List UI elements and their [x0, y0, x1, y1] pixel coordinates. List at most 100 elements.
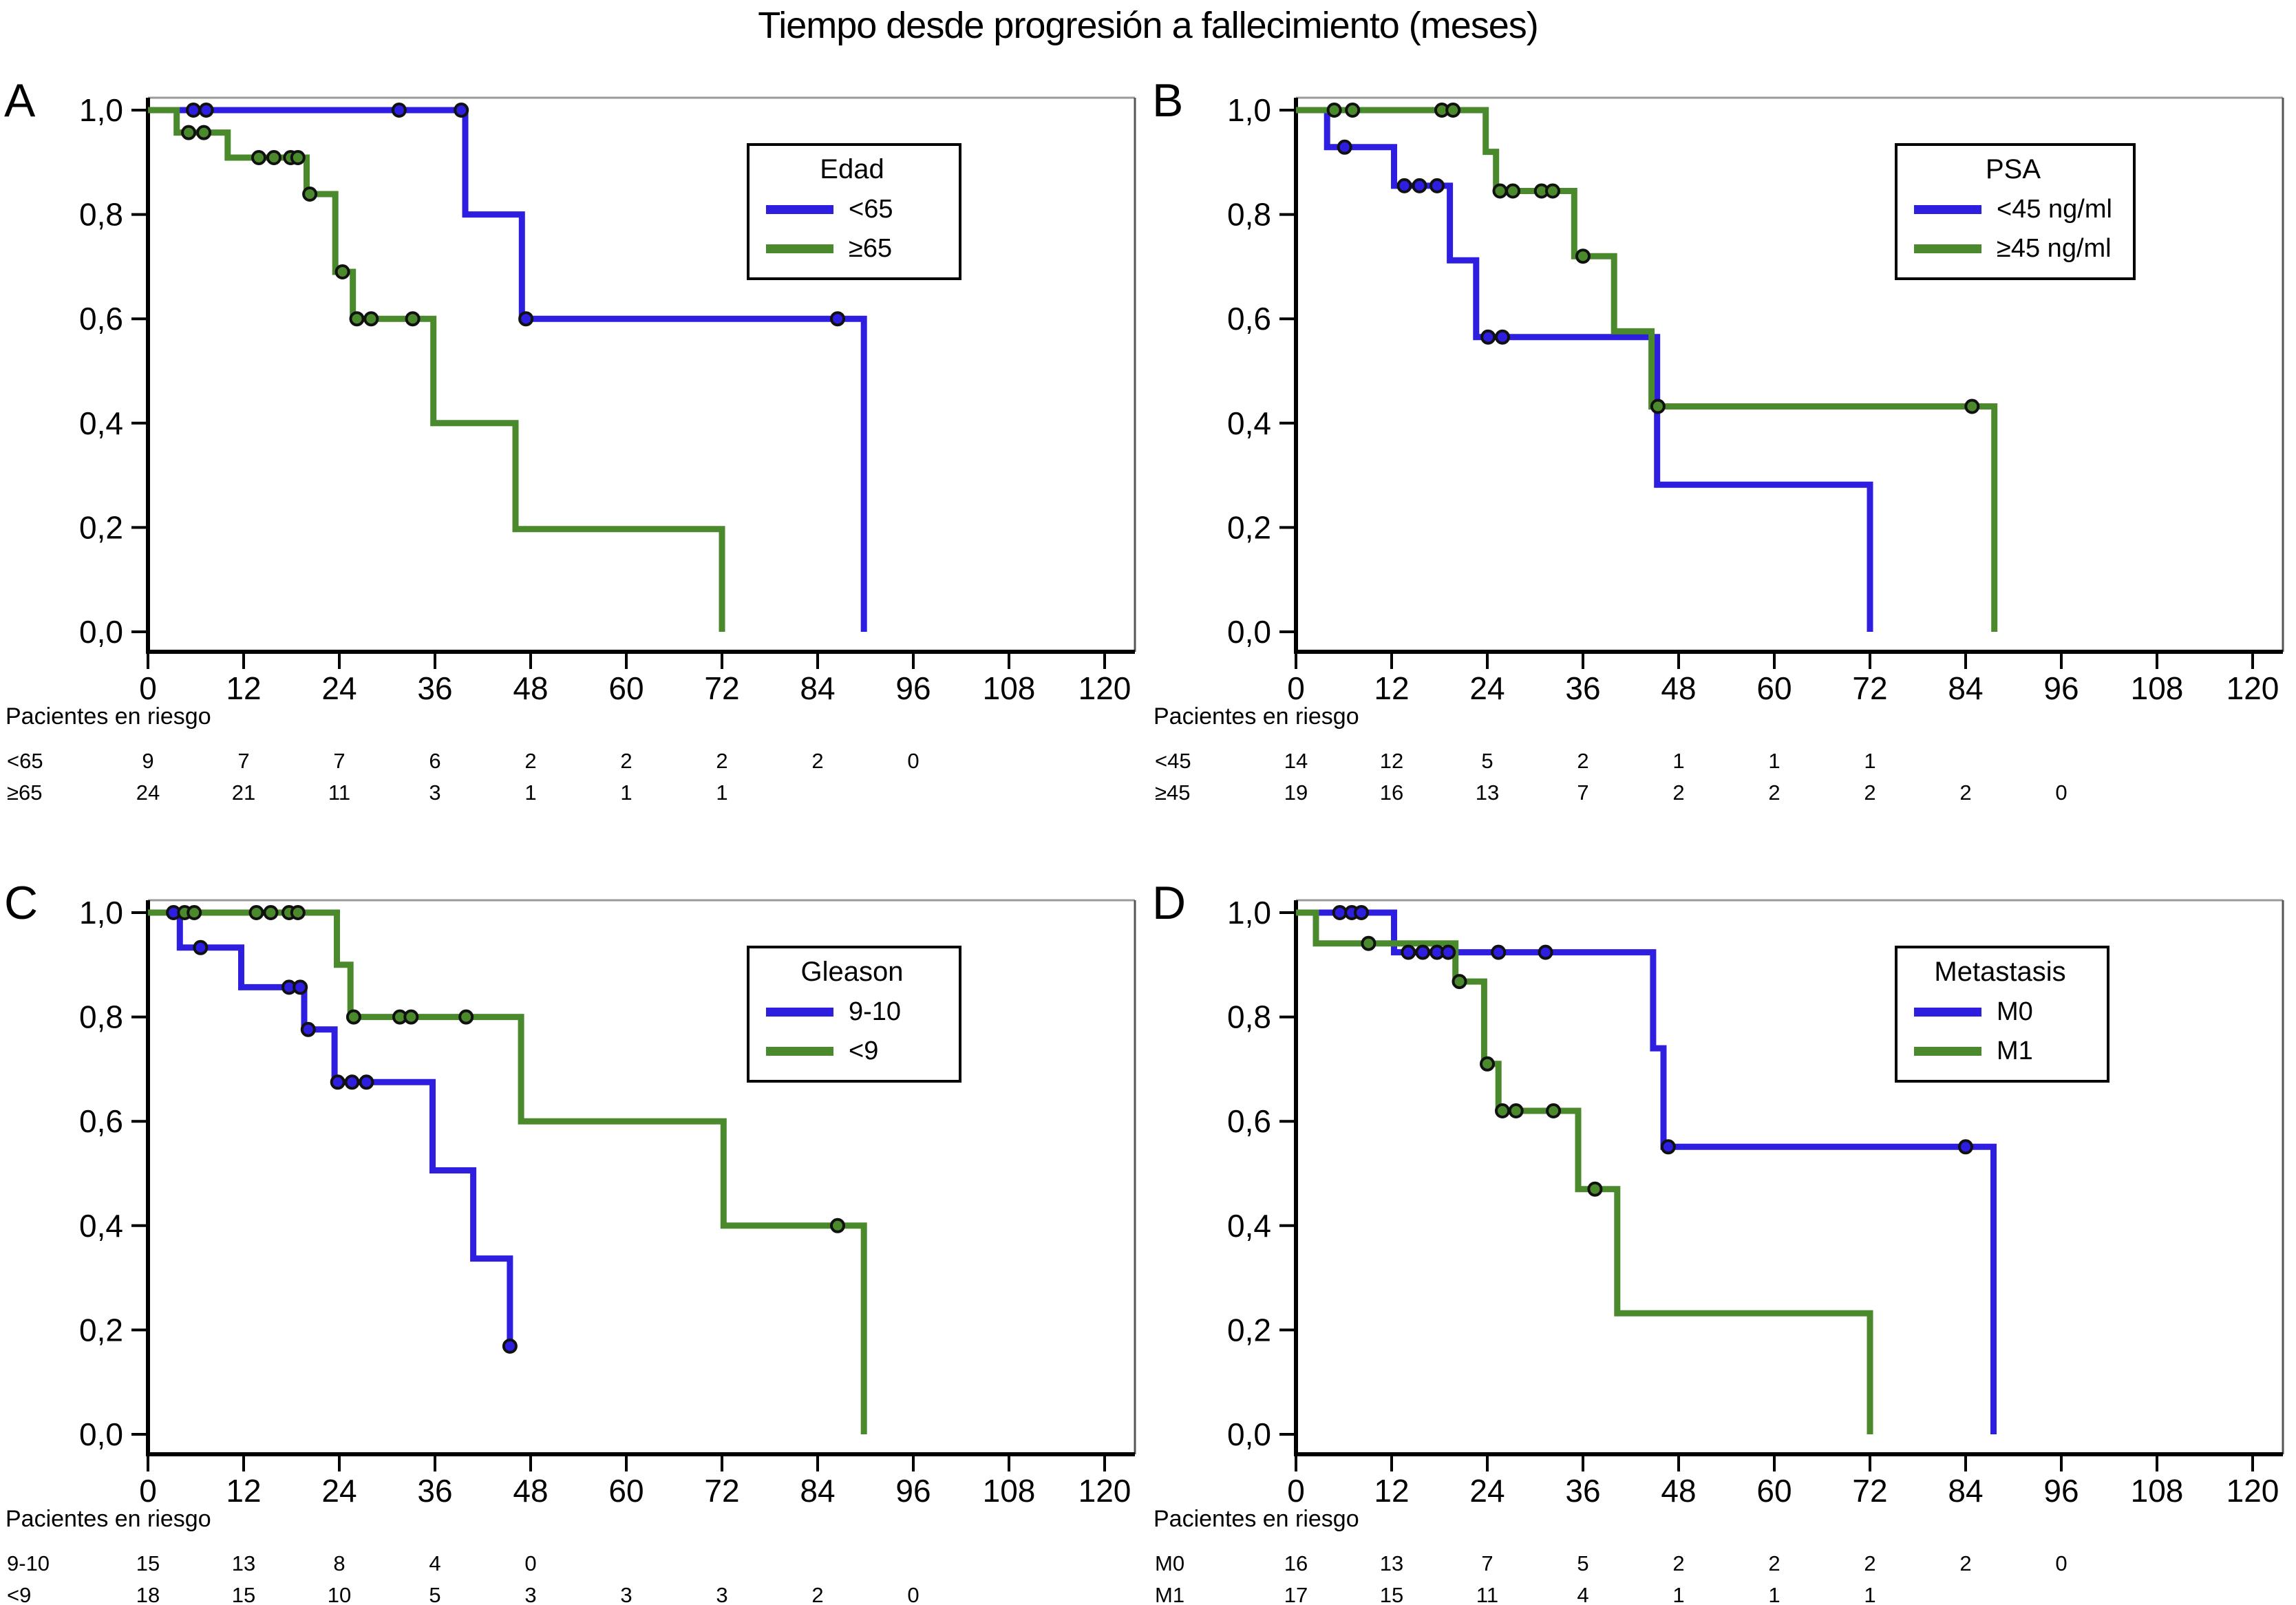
censor-mark — [196, 125, 212, 140]
y-tick-label: 0,0 — [1227, 1416, 1271, 1452]
censor-mark — [830, 1218, 845, 1233]
risk-count: 5 — [1481, 749, 1493, 773]
censor-mark — [1545, 183, 1560, 199]
panel-b: 1,0 0,8 0,6 0,4 0,2 0,0 0 12 24 36 48 60 72 84 96 108 12… — [1148, 0, 2296, 802]
risk-count: 17 — [1284, 1583, 1308, 1605]
km-plot-b: 1,00,80,60,40,20,00 12 24 36 48 60 72 84 96 108 12… — [1154, 92, 2284, 802]
risk-count: 2 — [716, 749, 727, 773]
censor-mark — [263, 905, 279, 920]
legend-label: ≥45 ng/ml — [1997, 234, 2112, 263]
risk-count: 5 — [1577, 1551, 1588, 1575]
y-tick-label: 0,6 — [1227, 301, 1271, 337]
km-curve-blue — [1296, 107, 1873, 632]
risk-count: 3 — [620, 1583, 632, 1605]
risk-row-label: ≥45 — [1155, 780, 1191, 802]
censor-mark — [346, 1009, 361, 1025]
x-tick-label: 120 — [2226, 670, 2279, 706]
x-tick-label: 72 — [704, 670, 739, 706]
x-tick-label: 12 — [1374, 670, 1409, 706]
censor-mark — [290, 905, 306, 920]
censor-mark — [248, 905, 264, 920]
risk-count: 7 — [1481, 1551, 1493, 1575]
x-tick-label: 36 — [1565, 1473, 1600, 1509]
legend-row: <9 — [766, 1037, 938, 1066]
legend-row: M0 — [1914, 997, 2086, 1027]
risk-row-label: M1 — [1155, 1583, 1184, 1605]
risk-count: 3 — [524, 1583, 536, 1605]
risk-row-label: 9-10 — [7, 1551, 50, 1575]
x-tick-label: 12 — [226, 670, 261, 706]
censor-mark — [300, 1021, 316, 1037]
risk-row-label: M0 — [1155, 1551, 1184, 1575]
censor-mark — [502, 1338, 518, 1354]
censor-mark — [1492, 183, 1508, 199]
censor-mark — [349, 311, 365, 327]
censor-mark — [251, 150, 266, 165]
y-tick-label: 1,0 — [1227, 92, 1271, 128]
legend-row: ≥45 ng/ml — [1914, 234, 2112, 264]
risk-count: 0 — [907, 749, 919, 773]
legend-label: ≥65 — [849, 234, 893, 263]
risk-count: 4 — [429, 1551, 440, 1575]
risk-count: 5 — [429, 1583, 440, 1605]
censor-mark — [1495, 1103, 1510, 1118]
censor-mark — [1337, 139, 1352, 155]
x-tick-label: 48 — [513, 670, 548, 706]
censor-mark — [1441, 944, 1456, 960]
x-tick-label: 60 — [1756, 670, 1792, 706]
censor-mark — [458, 1009, 474, 1025]
censor-mark — [1575, 248, 1591, 264]
legend-label: <9 — [849, 1037, 879, 1065]
x-tick-label: 108 — [983, 1473, 1036, 1509]
y-tick-label: 0,0 — [79, 614, 123, 650]
x-tick-label: 60 — [608, 1473, 644, 1509]
risk-count: 1 — [524, 780, 536, 802]
legend-label: <65 — [849, 195, 893, 224]
risk-count: 13 — [232, 1551, 255, 1575]
legend-swatch-green — [766, 1047, 833, 1056]
risk-count: 7 — [237, 749, 249, 773]
x-tick-label: 36 — [417, 1473, 452, 1509]
censor-mark — [1361, 935, 1376, 951]
km-plot-d: 1,00,80,60,40,20,00 12 24 36 48 60 72 84 96 108 12… — [1154, 895, 2284, 1605]
x-tick-label: 60 — [608, 670, 644, 706]
legend-swatch-green — [1914, 244, 1981, 253]
legend-label: 9-10 — [849, 997, 902, 1026]
risk-count: 2 — [1864, 1551, 1875, 1575]
panel-letter: D — [1152, 877, 1187, 929]
x-tick-label: 0 — [1287, 1473, 1305, 1509]
legend-title: Gleason — [800, 957, 904, 987]
censor-mark — [405, 311, 421, 327]
x-tick-label: 84 — [1948, 1473, 1983, 1509]
risk-count: 1 — [1864, 1583, 1875, 1605]
x-tick-label: 48 — [1661, 1473, 1696, 1509]
legend-row: <65 — [766, 195, 938, 224]
y-tick-label: 0,8 — [79, 197, 123, 233]
risk-count: 15 — [232, 1583, 255, 1605]
risk-count: 4 — [1577, 1583, 1588, 1605]
y-tick-label: 1,0 — [79, 92, 123, 128]
risk-count: 1 — [716, 780, 727, 802]
risk-count: 11 — [1476, 1583, 1498, 1605]
legend-title: PSA — [1985, 154, 2041, 184]
x-tick-label: 108 — [983, 670, 1036, 706]
km-curve-green — [1296, 909, 1873, 1434]
risk-count: 12 — [1380, 749, 1403, 773]
risk-table-header: Pacientes en riesgo — [1154, 1506, 1359, 1532]
censor-mark — [1650, 398, 1666, 414]
censor-mark — [1538, 944, 1553, 960]
x-tick-label: 36 — [417, 670, 452, 706]
figure-title: Tiempo desde progresión a fallecimiento … — [758, 5, 1539, 46]
censor-mark — [293, 979, 308, 995]
censor-mark — [344, 1074, 360, 1090]
risk-table-header: Pacientes en riesgo — [6, 1506, 211, 1532]
censor-mark — [1396, 178, 1412, 193]
legend-swatch-blue — [766, 205, 833, 214]
censor-mark — [198, 103, 214, 118]
y-tick-label: 0,4 — [1227, 405, 1271, 441]
risk-count: 1 — [1672, 1583, 1684, 1605]
y-tick-label: 0,6 — [1227, 1103, 1271, 1139]
x-tick-label: 108 — [2131, 1473, 2184, 1509]
risk-count: 18 — [136, 1583, 160, 1605]
